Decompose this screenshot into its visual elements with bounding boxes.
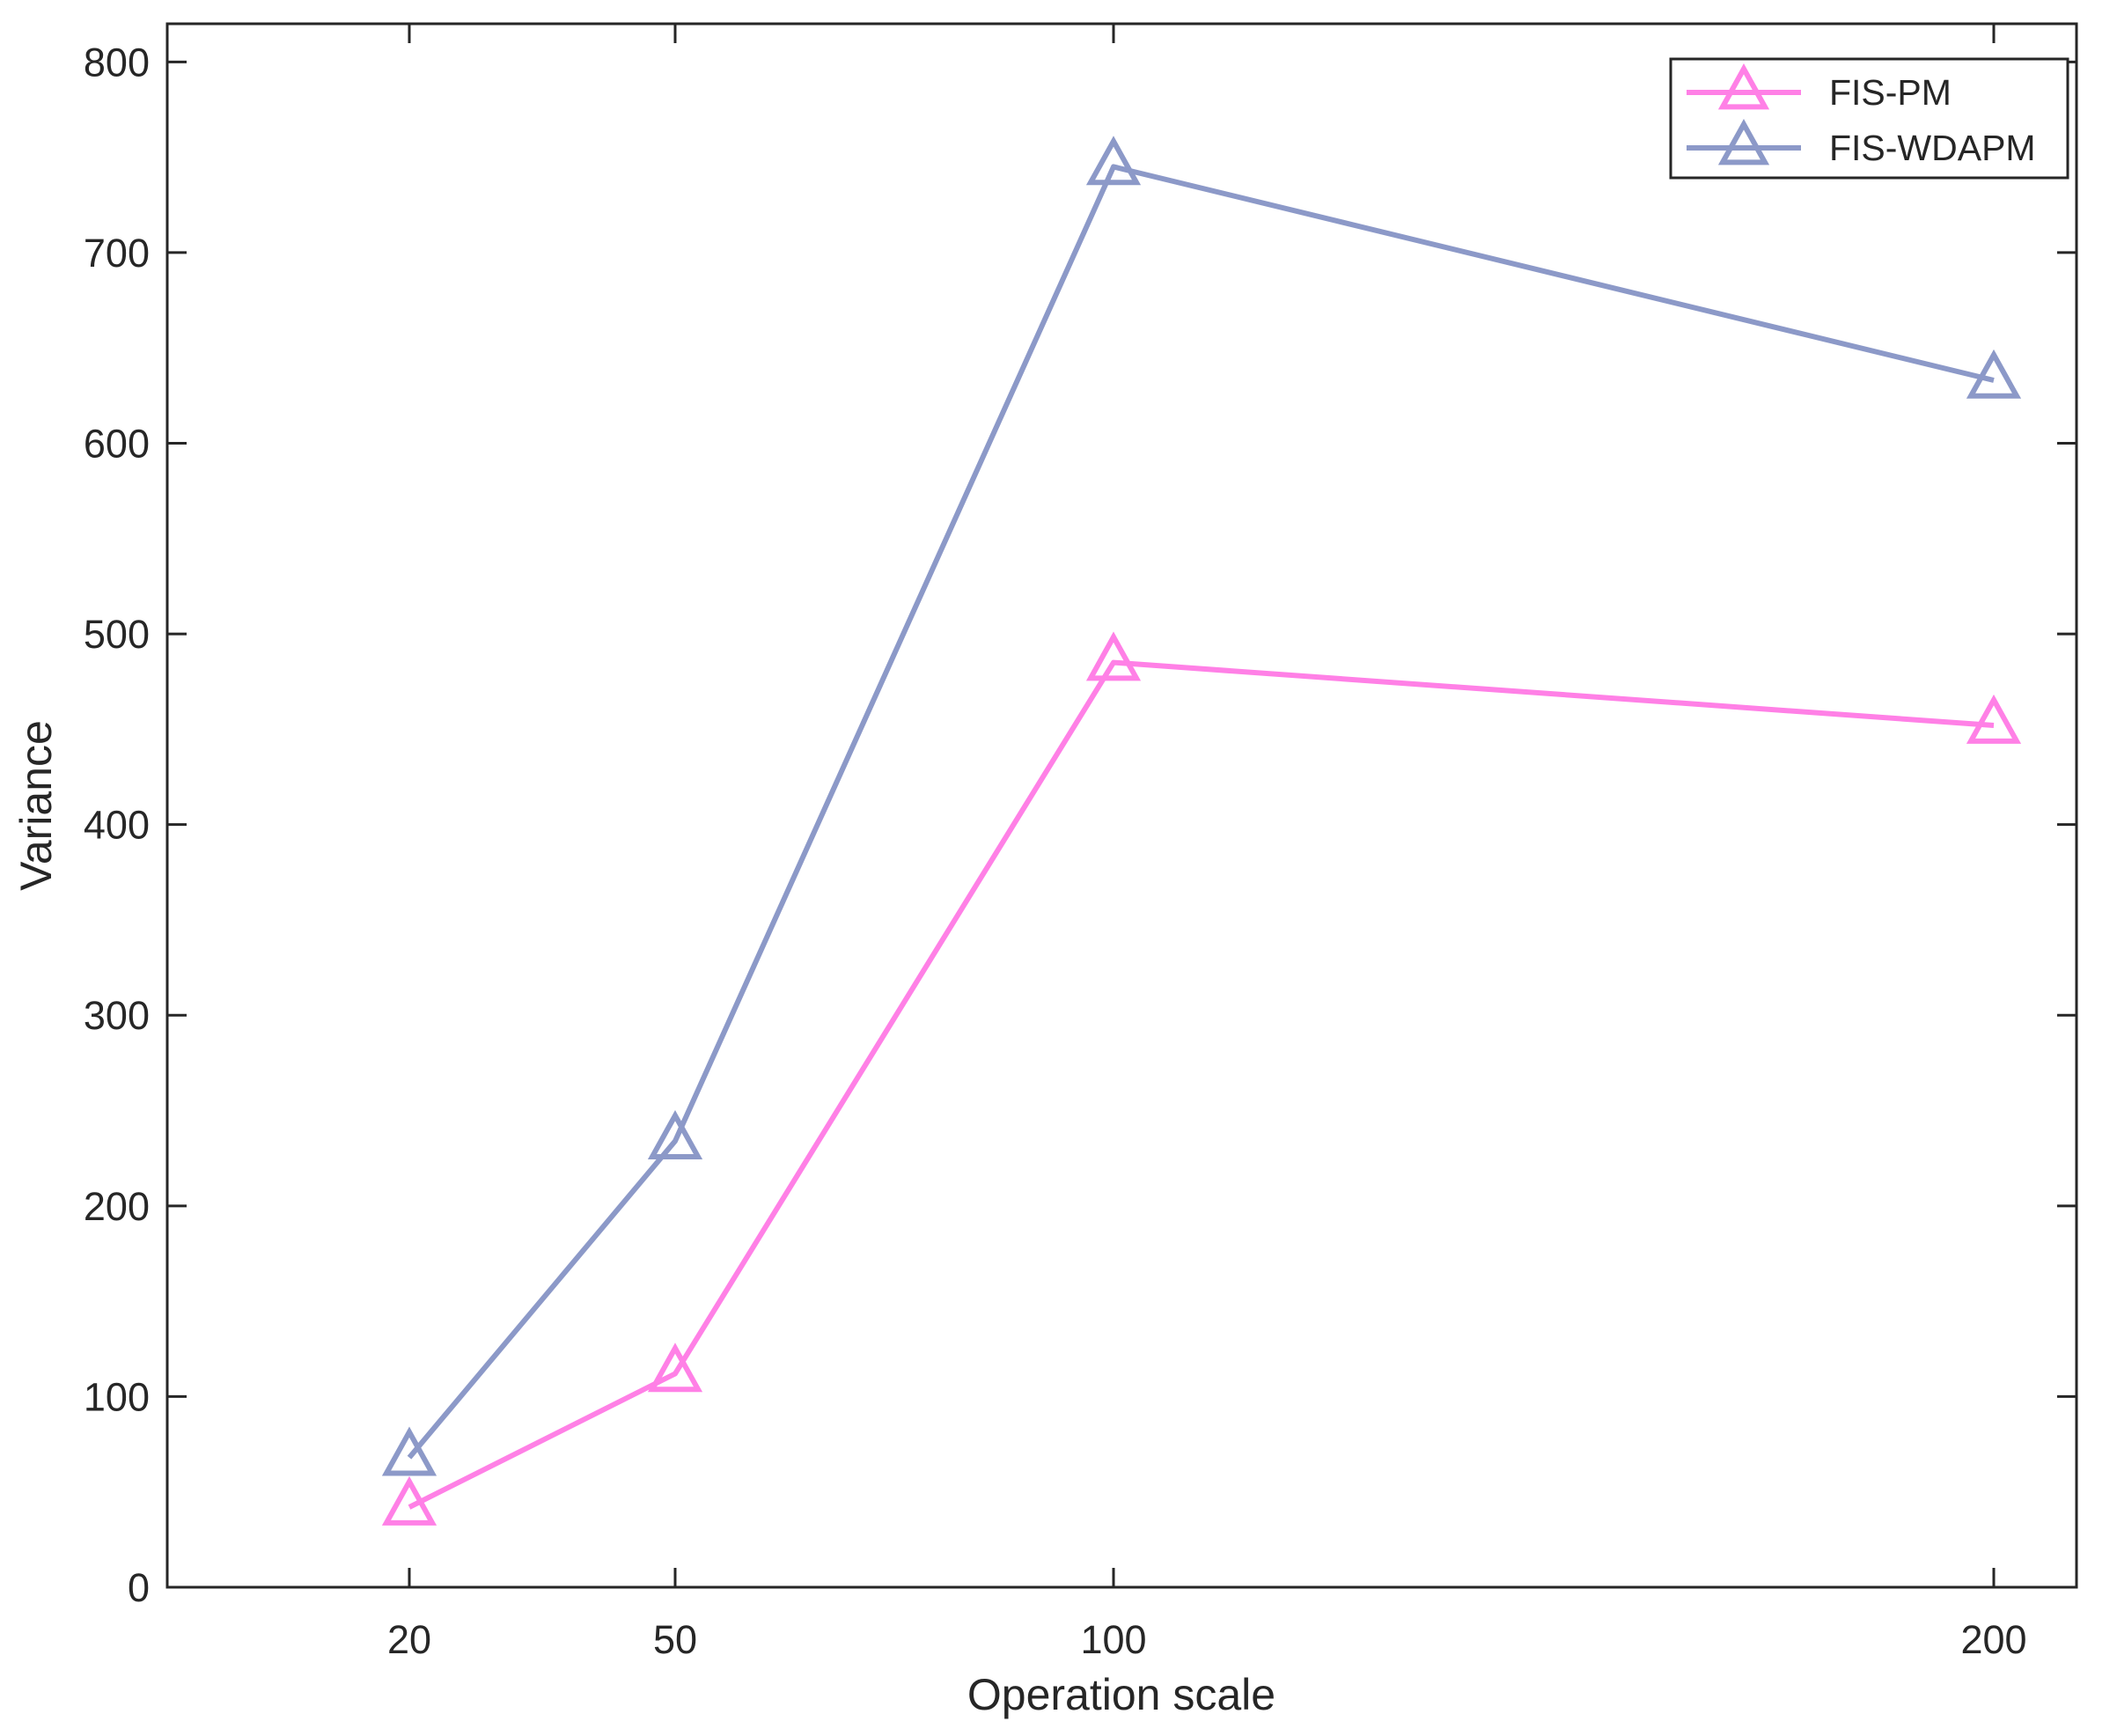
data-point-fis-wdapm [1085, 136, 1142, 186]
y-tick-label: 800 [84, 40, 150, 85]
data-point-fis-pm [1085, 631, 1142, 681]
y-tick-label: 200 [84, 1184, 150, 1229]
y-tick-label: 100 [84, 1374, 150, 1419]
y-axis-title: Variance [11, 720, 61, 891]
x-tick-label: 50 [653, 1617, 697, 1662]
y-tick-label: 600 [84, 421, 150, 466]
y-axis: 0 100 200 300 400 500 600 700 800 [84, 40, 2077, 1610]
x-tick-label: 20 [387, 1617, 431, 1662]
data-point-fis-pm [1966, 694, 2022, 744]
data-point-fis-pm [381, 1475, 437, 1526]
series-line-fis-pm [408, 659, 1995, 1510]
series-layer [381, 136, 2022, 1526]
x-axis: 20 50 100 200 [387, 24, 2027, 1662]
data-point-fis-wdapm [381, 1426, 437, 1476]
y-tick-label: 300 [84, 993, 150, 1038]
legend-swatch-marker [1717, 63, 1770, 110]
x-tick-label: 200 [1960, 1617, 2026, 1662]
y-tick-label: 0 [128, 1565, 150, 1610]
y-tick-label: 700 [84, 231, 150, 276]
data-point-fis-wdapm [647, 1109, 703, 1159]
legend: FIS-PM FIS-WDAPM [1669, 57, 2069, 180]
series-line-fis-wdapm [407, 164, 1995, 1460]
x-axis-title: Operation scale [967, 1670, 1275, 1719]
legend-label: FIS-WDAPM [1829, 128, 2036, 168]
legend-label: FIS-PM [1829, 72, 1952, 113]
data-point-fis-wdapm [1966, 349, 2022, 399]
y-tick-label: 400 [84, 803, 150, 848]
x-tick-label: 100 [1080, 1617, 1146, 1662]
y-tick-label: 500 [84, 612, 150, 657]
legend-swatch-marker [1717, 119, 1770, 166]
data-point-fis-pm [647, 1342, 703, 1393]
plot-area [165, 22, 2078, 1589]
